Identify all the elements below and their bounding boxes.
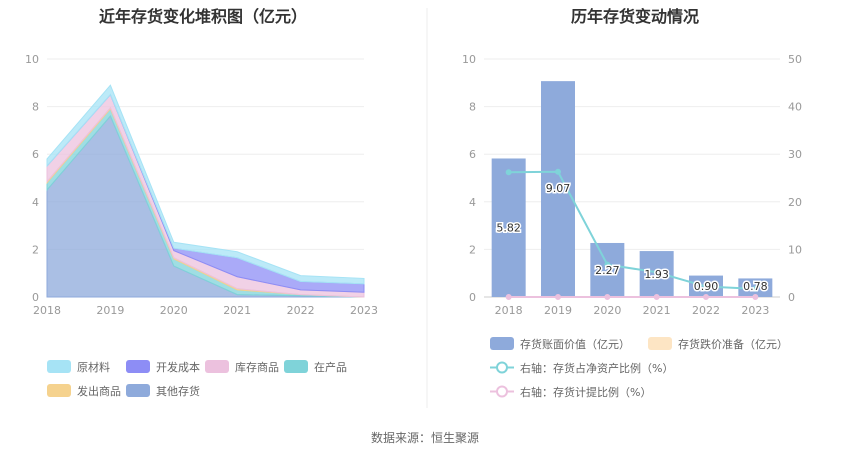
x-tick-label: 2021 <box>223 304 251 317</box>
bar-value-label: 2.27 <box>595 264 620 277</box>
legend-swatch <box>648 337 672 350</box>
inventory-bar-chart: 历年存货变动情况 5.82 9.07 2.27 1.93 0.90 0.78 0 2 4 6 8 1… <box>462 7 802 399</box>
line-point <box>604 294 611 300</box>
x-tick-label: 2020 <box>160 304 188 317</box>
x-tick-label: 2018 <box>495 304 523 317</box>
left-areas <box>46 84 365 298</box>
y-tick-label: 8 <box>469 101 476 114</box>
legend-swatch <box>47 384 71 397</box>
stacked-area-chart: 近年存货变化堆积图（亿元） 0 2 4 6 8 10 2018 2019 2020 2021 202… <box>25 7 378 398</box>
legend-item[interactable]: 开发成本 <box>126 360 200 374</box>
y2-tick-label: 20 <box>788 196 802 209</box>
x-tick-label: 2021 <box>643 304 671 317</box>
legend-swatch-marker <box>496 361 508 374</box>
y2-tick-label: 50 <box>788 53 802 66</box>
x-tick-label: 2023 <box>741 304 769 317</box>
chart-title-right: 历年存货变动情况 <box>571 7 699 26</box>
line-point <box>752 285 759 292</box>
chart-title-left: 近年存货变化堆积图（亿元） <box>99 7 307 26</box>
right-grid <box>484 58 780 298</box>
y-tick-label: 0 <box>32 291 39 304</box>
right-lines <box>505 168 759 300</box>
legend-item[interactable]: 发出商品 <box>47 384 121 398</box>
legend-item[interactable]: 在产品 <box>284 360 347 374</box>
y2-tick-label: 0 <box>788 291 795 304</box>
line-point <box>653 294 660 300</box>
x-tick-label: 2019 <box>544 304 572 317</box>
legend-item[interactable]: 右轴：存货占净资产比例（%） <box>490 361 673 375</box>
line-point <box>555 294 561 300</box>
bar-value-label: 1.93 <box>644 268 669 281</box>
legend-label: 存货账面价值（亿元） <box>520 337 630 351</box>
line-series <box>508 170 756 290</box>
line-point <box>604 261 611 268</box>
line-point <box>703 283 709 290</box>
y2-tick-label: 10 <box>788 243 802 256</box>
legend-item[interactable]: 右轴：存货计提比例（%） <box>490 385 651 399</box>
bar-value-label: 0.78 <box>743 280 768 293</box>
legend-item[interactable]: 存货跌价准备（亿元） <box>648 337 788 351</box>
bar-value-label: 9.07 <box>546 182 571 195</box>
bar <box>590 242 625 297</box>
x-tick-label: 2018 <box>33 304 61 317</box>
right-labels: 5.82 9.07 2.27 1.93 0.90 0.78 <box>495 181 769 295</box>
y-tick-label: 8 <box>32 101 39 114</box>
line-point <box>505 169 512 176</box>
legend-label: 右轴：存货占净资产比例（%） <box>520 361 673 375</box>
legend-label: 右轴：存货计提比例（%） <box>520 385 651 399</box>
bar-value-label: 5.82 <box>496 222 521 235</box>
y-tick-label: 2 <box>32 243 39 256</box>
legend-swatch <box>126 384 150 397</box>
bar-value-label: 0.90 <box>694 280 719 293</box>
legend-item[interactable]: 存货账面价值（亿元） <box>490 337 630 351</box>
legend-swatch <box>126 360 150 373</box>
legend-item[interactable]: 其他存货 <box>126 384 200 398</box>
y-tick-label: 4 <box>469 196 476 209</box>
line-point <box>653 269 660 276</box>
x-tick-label: 2020 <box>593 304 621 317</box>
x-tick-label: 2023 <box>350 304 378 317</box>
legend-label: 开发成本 <box>156 360 200 374</box>
area-series <box>46 84 365 285</box>
y-tick-label: 10 <box>25 53 39 66</box>
line-point <box>555 168 561 175</box>
y-tick-label: 2 <box>469 243 476 256</box>
y-tick-label: 4 <box>32 196 39 209</box>
legend-label: 原材料 <box>77 360 110 374</box>
line-point <box>752 294 759 300</box>
legend-label: 在产品 <box>314 360 347 374</box>
legend-label: 库存商品 <box>235 360 279 374</box>
x-tick-label: 2022 <box>287 304 315 317</box>
y-tick-label: 6 <box>32 148 39 161</box>
y-tick-label: 6 <box>469 148 476 161</box>
legend-swatch <box>47 360 71 373</box>
legend-label: 存货跌价准备（亿元） <box>678 337 788 351</box>
legend-label: 其他存货 <box>156 384 200 398</box>
legend-swatch <box>284 360 308 373</box>
bar <box>491 158 526 297</box>
right-legend[interactable]: 存货账面价值（亿元） 存货跌价准备（亿元） 右轴：存货占净资产比例（%） 右轴：存货计… <box>490 337 788 399</box>
y-tick-label: 0 <box>469 291 476 304</box>
x-tick-label: 2019 <box>96 304 124 317</box>
x-tick-label: 2022 <box>692 304 720 317</box>
line-point <box>505 294 512 300</box>
right-ticks: 0 2 4 6 8 10 0 10 20 30 40 50 2018 2019 2020 2021 2022 20… <box>462 53 802 317</box>
legend-swatch <box>205 360 229 373</box>
bar <box>541 81 575 297</box>
data-source: 数据来源：恒生聚源 <box>371 430 479 445</box>
legend-item[interactable]: 库存商品 <box>205 360 279 374</box>
y2-tick-label: 40 <box>788 101 802 114</box>
legend-label: 发出商品 <box>77 384 121 398</box>
y-tick-label: 10 <box>462 53 476 66</box>
legend-swatch-marker <box>496 385 508 398</box>
legend-item[interactable]: 原材料 <box>47 360 110 374</box>
right-bars <box>491 81 773 297</box>
y2-tick-label: 30 <box>788 148 802 161</box>
left-ticks: 0 2 4 6 8 10 2018 2019 2020 2021 2022 2023 <box>25 53 378 317</box>
legend-swatch <box>490 337 514 350</box>
line-point <box>703 294 709 300</box>
